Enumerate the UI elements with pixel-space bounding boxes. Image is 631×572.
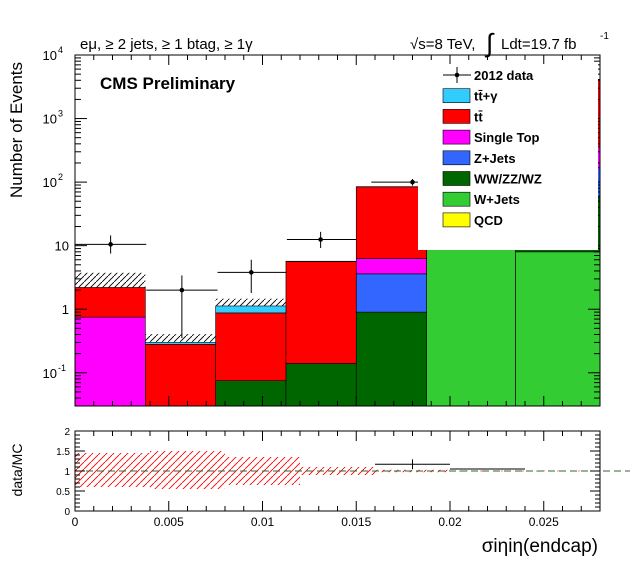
x-tick-label: 0.015	[341, 515, 371, 529]
stack-bar-singletop	[75, 316, 146, 406]
uncertainty-hatch-bin	[145, 334, 216, 343]
ratio-y-tick-label: 0	[64, 507, 70, 518]
data-point-marker	[179, 287, 185, 293]
ratio-point	[375, 459, 450, 469]
y-tick-exponent: 3	[58, 109, 63, 119]
ratio-uncertainty-band	[75, 453, 150, 487]
data-point-marker	[108, 242, 113, 247]
x-tick-label: 0.01	[251, 515, 275, 529]
legend-entry-ttgamma: tt̄+γ	[442, 88, 498, 104]
legend-entry-ttbar: tt̄	[442, 109, 483, 124]
ratio-y-axis: 0 0.5 1 1.5 2	[56, 427, 600, 518]
ratio-y-tick-label: 1.5	[56, 447, 70, 458]
legend-swatch-singletop	[442, 129, 471, 145]
legend-entry-data: 2012 data	[443, 67, 534, 83]
x-tick-label: 0	[72, 515, 79, 529]
y-tick-label: 10	[55, 239, 69, 254]
y-tick-label: 1	[62, 302, 69, 317]
x-tick-label: 0.025	[529, 515, 559, 529]
cms-preliminary-banner: CMS Preliminary	[100, 74, 236, 93]
stack-bar-ttbar	[145, 344, 216, 406]
lumi-integral-symbol: ∫	[484, 28, 495, 58]
y-tick-exponent: 2	[58, 172, 63, 182]
stack-bar-ttgamma	[145, 342, 216, 345]
legend-swatch-ttbar	[442, 109, 471, 124]
stack-bar-zjets	[355, 273, 427, 313]
main-x-axis-ticks	[74, 55, 601, 406]
stack-bar-wjets	[515, 251, 600, 406]
uncertainty-hatch-bin	[75, 272, 146, 288]
lumi-label: Ldt=19.7 fb	[501, 36, 576, 53]
ratio-uncertainty-band	[450, 470, 600, 472]
legend-entry-qcd: QCD	[442, 212, 503, 228]
stack-bar-ttbar	[215, 312, 287, 382]
legend-label: QCD	[474, 213, 503, 228]
legend-swatch-ttgamma	[442, 88, 471, 103]
ratio-x-axis: 0 0.005 0.01 0.015 0.02 0.025	[72, 431, 601, 529]
ratio-uncertainty-band	[150, 451, 225, 489]
selection-label: eμ, ≥ 2 jets, ≥ 1 btag, ≥ 1γ	[80, 36, 253, 53]
legend-data-marker	[454, 72, 460, 78]
stack-bar-ttgamma	[215, 305, 287, 314]
ratio-plot-panel: 0 0.5 1 1.5 2 0 0.005 0.01 0.015 0.02 0.025 data/…	[9, 427, 630, 557]
legend-swatch-qcd	[442, 212, 471, 228]
lumi-exponent: -1	[600, 31, 609, 42]
main-y-axis-title: Number of Events	[7, 62, 26, 198]
ratio-uncertainty-band	[300, 467, 375, 475]
stack-bar-ttbar	[355, 186, 427, 259]
stack-bar-diboson	[215, 380, 287, 406]
legend: 2012 data tt̄+γ tt̄ Single Top Z+Jets WW/ZZ/W…	[418, 64, 598, 250]
y-tick-label: 10	[43, 175, 57, 190]
data-point	[75, 235, 147, 254]
legend-label: tt̄+γ	[474, 89, 498, 104]
stack-bar-ttbar	[75, 287, 146, 318]
ratio-y-tick-label: 2	[64, 427, 70, 438]
data-point-marker	[410, 179, 415, 185]
legend-label: 2012 data	[474, 68, 534, 83]
ratio-y-tick-label: 1	[64, 467, 70, 478]
ratio-y-axis-title: data/MC	[9, 444, 25, 497]
x-axis-title: σiηiη(endcap)	[482, 536, 598, 557]
data-point	[146, 275, 218, 339]
legend-entry-wjets: W+Jets	[442, 191, 520, 207]
legend-label: Single Top	[474, 130, 540, 145]
legend-entry-zjets: Z+Jets	[442, 150, 516, 166]
stack-bar-diboson	[355, 311, 427, 406]
data-point-marker	[318, 237, 323, 242]
ratio-y-tick-label: 0.5	[56, 487, 70, 498]
legend-swatch-diboson	[442, 171, 471, 186]
y-tick-exponent: 4	[58, 45, 63, 55]
legend-label: tt̄	[474, 109, 483, 124]
data-point-marker	[248, 270, 254, 275]
legend-label: WW/ZZ/WZ	[474, 172, 542, 187]
legend-swatch-wjets	[442, 191, 471, 207]
x-tick-label: 0.005	[154, 515, 184, 529]
y-tick-label: 10	[43, 366, 57, 381]
data-point	[217, 259, 287, 293]
data-point	[286, 231, 357, 248]
legend-swatch-zjets	[442, 150, 471, 166]
uncertainty-hatch-bin	[215, 298, 286, 306]
legend-label: Z+Jets	[474, 151, 516, 166]
stack-bar-diboson	[285, 363, 357, 406]
ratio-uncertainty-band	[375, 469, 450, 473]
legend-entry-singletop: Single Top	[442, 129, 540, 145]
ratio-uncertainty-bands	[75, 451, 600, 489]
y-tick-exponent: -1	[58, 363, 66, 373]
y-tick-label: 10	[43, 112, 57, 127]
energy-label: √s=8 TeV,	[410, 36, 475, 53]
stack-bar-singletop	[355, 258, 427, 275]
mc-uncertainty-hatch	[75, 272, 286, 343]
stack-bar-ttbar	[285, 261, 357, 364]
ratio-points	[375, 459, 525, 470]
x-tick-label: 0.02	[438, 515, 462, 529]
legend-label: W+Jets	[474, 192, 520, 207]
stack-bar-wjets	[426, 242, 516, 406]
y-tick-label: 10	[43, 48, 57, 63]
legend-entry-diboson: WW/ZZ/WZ	[442, 171, 542, 187]
